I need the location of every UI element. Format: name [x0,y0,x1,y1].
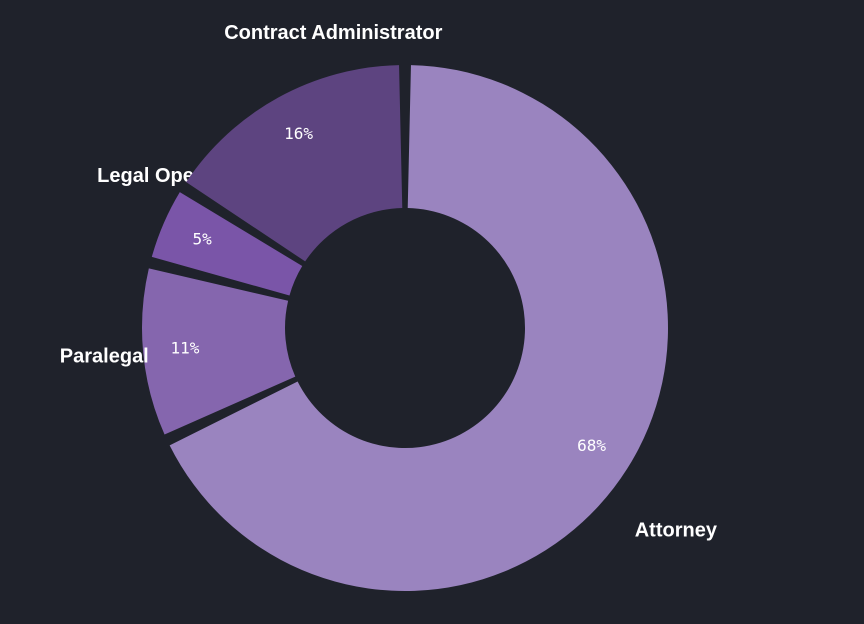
percent-label-contract-administrator: 16% [284,124,313,143]
category-label-paralegal: Paralegal [60,346,149,368]
slice-contract-administrator [186,65,403,262]
percent-label-paralegal: 11% [171,338,200,357]
slice-legal-operations [151,192,303,296]
slice-paralegal [141,268,296,435]
category-label-attorney: Attorney [635,520,718,542]
slice-attorney [169,65,668,592]
category-label-contract-administrator: Contract Administrator [224,22,442,44]
percent-label-legal-operations: 5% [193,230,213,249]
percent-label-attorney: 68% [577,436,606,455]
